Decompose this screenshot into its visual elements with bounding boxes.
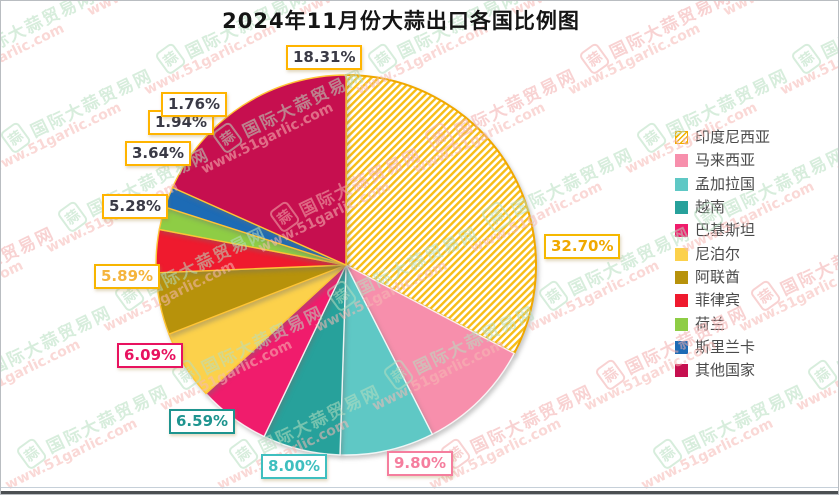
legend-item-7: 菲律宾: [675, 289, 770, 312]
legend-swatch-icon: [675, 201, 688, 215]
legend-item-0: 印度尼西亚: [675, 126, 770, 149]
legend-label: 马来西亚: [695, 151, 756, 170]
legend-label: 孟加拉国: [695, 174, 756, 193]
legend-label: 阿联酋: [695, 267, 741, 286]
legend-item-3: 越南: [675, 196, 770, 219]
legend-item-8: 荷兰: [675, 312, 770, 335]
legend-swatch-icon: [675, 340, 688, 354]
legend-item-10: 其他国家: [675, 359, 770, 382]
legend-item-6: 阿联酋: [675, 266, 770, 289]
legend: 印度尼西亚马来西亚孟加拉国越南巴基斯坦尼泊尔阿联酋菲律宾荷兰斯里兰卡其他国家: [675, 126, 770, 382]
legend-swatch-icon: [675, 364, 688, 378]
legend-item-1: 马来西亚: [675, 149, 770, 172]
legend-swatch-icon: [675, 270, 688, 284]
legend-swatch-icon: [675, 224, 688, 238]
pie-slice-10: [171, 74, 347, 267]
legend-item-9: 斯里兰卡: [675, 336, 770, 359]
legend-item-4: 巴基斯坦: [675, 219, 770, 242]
legend-label: 巴基斯坦: [695, 221, 756, 240]
legend-swatch-icon: [675, 177, 688, 191]
legend-swatch-icon: [675, 131, 688, 145]
pie-slice-2: [339, 264, 434, 456]
legend-swatch-icon: [675, 294, 688, 308]
legend-swatch-icon: [675, 247, 688, 261]
legend-label: 斯里兰卡: [695, 337, 756, 356]
chart-frame-bottom-line: [1, 487, 838, 488]
legend-label: 越南: [695, 198, 726, 217]
legend-swatch-icon: [675, 317, 688, 331]
chart-title: 2024年11月份大蒜出口各国比例图: [222, 9, 580, 33]
legend-label: 其他国家: [695, 361, 756, 380]
legend-label: 尼泊尔: [695, 244, 741, 263]
legend-label: 菲律宾: [695, 291, 741, 310]
legend-label: 印度尼西亚: [695, 128, 771, 147]
pie-slice-0: [345, 73, 538, 355]
pie-slice-1: [344, 263, 516, 436]
legend-label: 荷兰: [695, 314, 726, 333]
legend-item-5: 尼泊尔: [675, 242, 770, 265]
legend-swatch-icon: [675, 154, 688, 168]
legend-item-2: 孟加拉国: [675, 173, 770, 196]
window-bottom-edge: [1, 491, 838, 494]
